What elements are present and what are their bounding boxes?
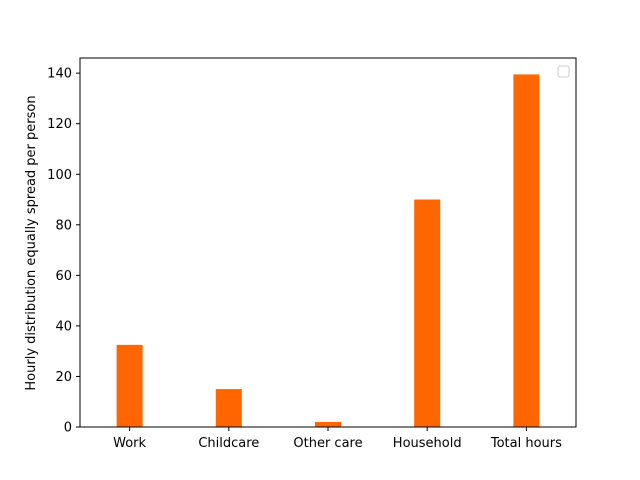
y-axis-label: Hourly distribution equally spread per p… [24,95,39,390]
legend [557,65,570,78]
x-tick-label: Childcare [198,436,259,451]
y-tick-label: 60 [55,269,72,284]
x-tick-label: Other care [293,436,362,451]
bar-work [116,344,143,427]
bar-household [414,199,441,427]
legend-frame [557,65,570,78]
bar-total-hours [513,74,540,428]
y-tick-label: 100 [47,168,72,183]
bar-childcare [215,389,242,427]
plot-frame [79,57,577,428]
x-tick-label: Household [393,436,462,451]
y-tick-label: 40 [55,319,72,334]
x-tick-label: Total hours [490,436,562,451]
y-tick-label: 0 [64,421,72,436]
y-tick-label: 20 [55,370,72,385]
axes-layer: Work Childcare Other care Household Total ho… [47,57,577,451]
bars-layer [116,74,540,428]
bar-other-care [315,421,341,427]
y-tick-label: 140 [47,67,72,82]
y-tick-label: 120 [47,117,72,132]
x-tick-label: Work [113,436,146,451]
y-tick-label: 80 [55,218,72,233]
